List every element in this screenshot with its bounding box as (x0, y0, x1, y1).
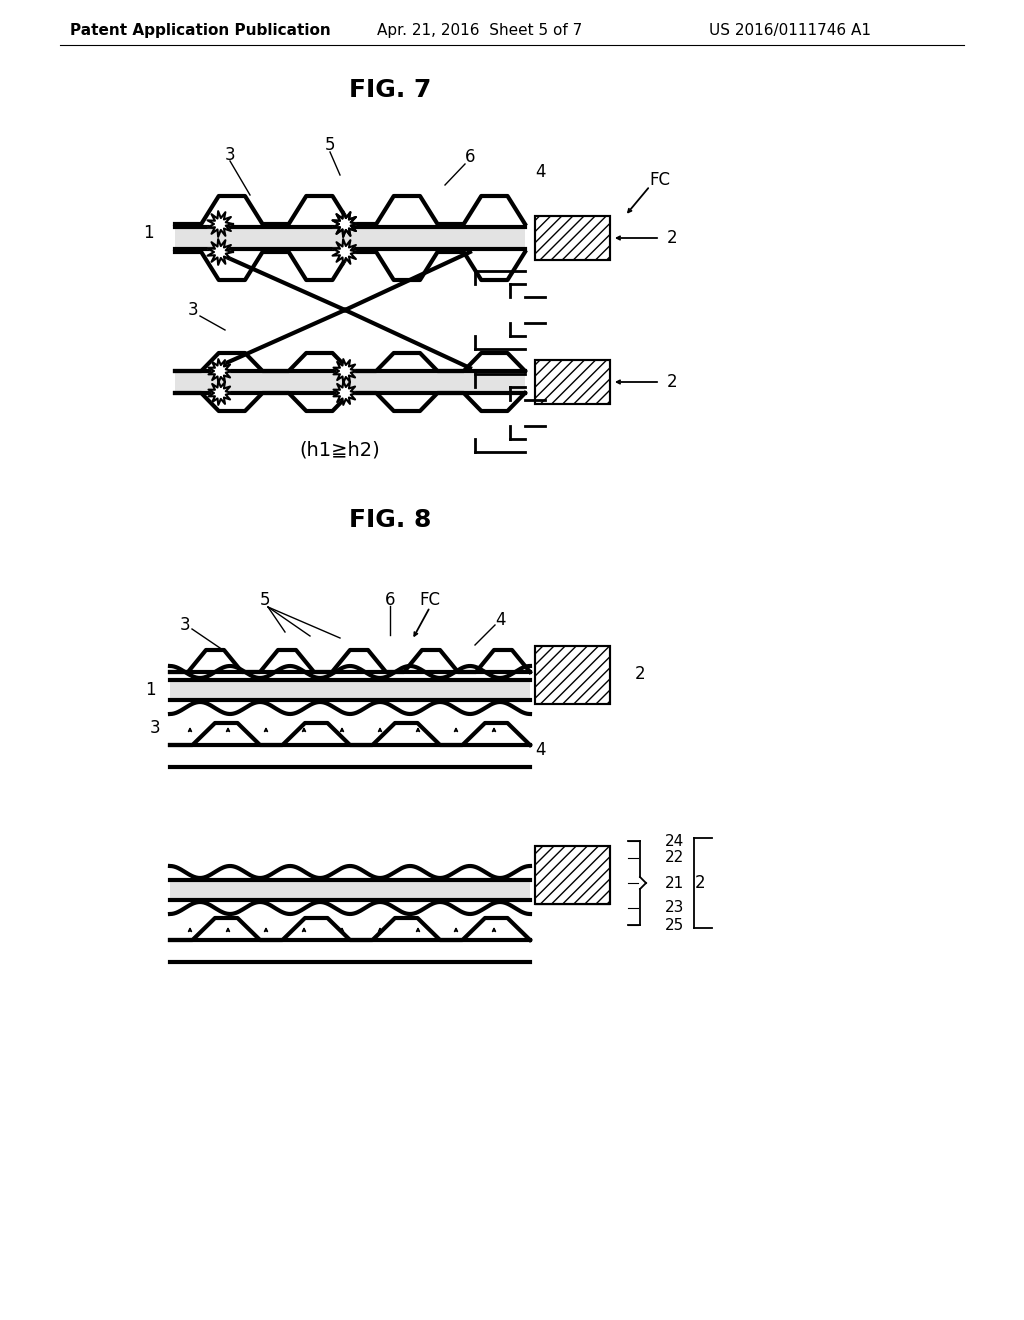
Polygon shape (208, 211, 233, 236)
Text: 6: 6 (465, 148, 475, 166)
Polygon shape (208, 239, 233, 265)
Text: 25: 25 (665, 917, 684, 932)
Text: 1: 1 (144, 681, 156, 700)
Text: FIG. 8: FIG. 8 (349, 508, 431, 532)
Text: 2: 2 (694, 874, 706, 892)
Polygon shape (334, 359, 357, 383)
Text: 3: 3 (179, 616, 190, 634)
Text: 4: 4 (535, 741, 546, 759)
Text: 2: 2 (667, 374, 677, 391)
Text: FC: FC (649, 172, 671, 189)
Text: FC: FC (420, 591, 440, 609)
Text: 1: 1 (142, 224, 154, 242)
Text: 3: 3 (187, 301, 199, 319)
Text: FIG. 7: FIG. 7 (349, 78, 431, 102)
Text: 3: 3 (224, 147, 236, 164)
Polygon shape (334, 381, 357, 405)
Text: 4: 4 (535, 162, 545, 181)
Polygon shape (333, 211, 358, 236)
Polygon shape (333, 211, 358, 236)
Text: 3: 3 (150, 719, 161, 737)
Bar (175, 371, 525, 393)
Text: (h1≧h2): (h1≧h2) (300, 441, 380, 459)
Bar (170, 680, 530, 700)
Bar (535, 216, 610, 260)
Text: 2: 2 (667, 228, 677, 247)
Text: 21: 21 (665, 875, 684, 891)
Text: US 2016/0111746 A1: US 2016/0111746 A1 (709, 22, 871, 37)
Text: 4: 4 (495, 611, 505, 630)
Bar (535, 216, 610, 260)
Text: 5: 5 (325, 136, 335, 154)
Bar (170, 880, 530, 900)
Text: 2: 2 (635, 665, 645, 682)
Text: 6: 6 (385, 591, 395, 609)
Bar (535, 360, 610, 404)
Bar (535, 645, 610, 704)
Bar (175, 227, 525, 249)
Bar (535, 846, 610, 904)
Text: 24: 24 (665, 833, 684, 849)
Bar (535, 360, 610, 404)
Bar (535, 846, 610, 904)
Text: 5: 5 (260, 591, 270, 609)
Text: 22: 22 (665, 850, 684, 866)
Bar (535, 645, 610, 704)
Text: 23: 23 (665, 900, 684, 916)
Text: Patent Application Publication: Patent Application Publication (70, 22, 331, 37)
Polygon shape (333, 239, 358, 265)
Polygon shape (209, 381, 232, 405)
Text: Apr. 21, 2016  Sheet 5 of 7: Apr. 21, 2016 Sheet 5 of 7 (378, 22, 583, 37)
Polygon shape (209, 359, 232, 383)
